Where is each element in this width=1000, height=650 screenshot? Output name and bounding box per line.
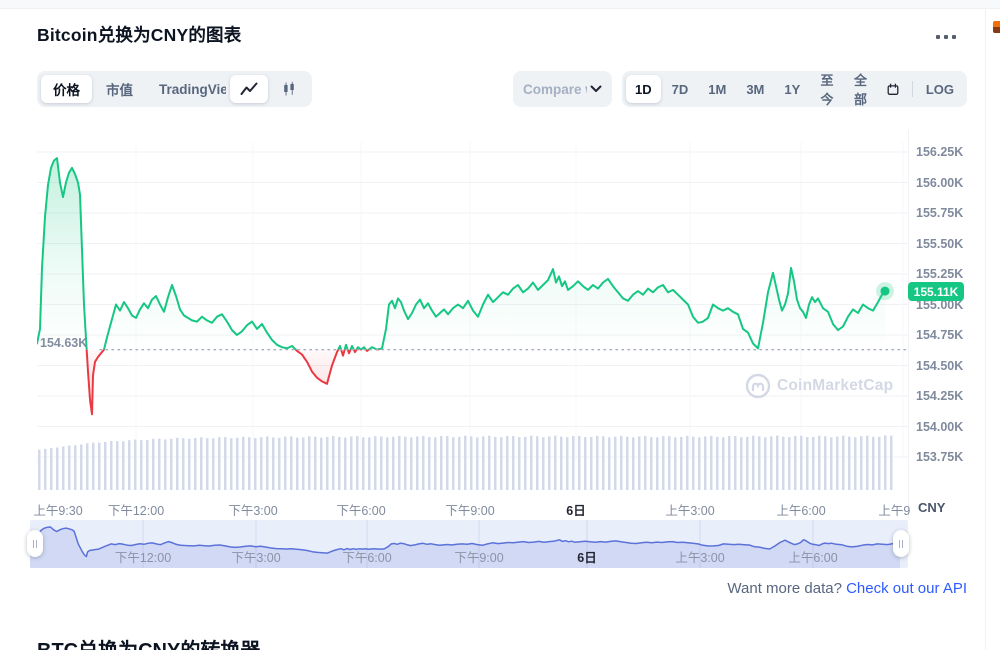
range-minimap[interactable]: 下午12:00 下午3:00 下午6:00 下午9:00 6日 上午3:00 上午6:00 — [27, 520, 909, 568]
toolbar-divider — [912, 81, 913, 97]
y-tick-label: 155.75K — [916, 206, 964, 220]
y-tick-label: 153.75K — [916, 450, 964, 464]
minimap-tick-label: 上午3:00 — [675, 551, 725, 565]
y-tick-label: 155.25K — [916, 267, 964, 281]
y-tick-label: 156.00K — [916, 175, 964, 190]
minimap-tick-label: 下午12:00 — [114, 551, 172, 565]
chevron-down-icon — [590, 85, 602, 92]
api-promo-text: Want more data? — [727, 580, 842, 597]
tab-TradingView[interactable]: TradingView — [147, 75, 250, 103]
content-right-divider — [985, 9, 986, 650]
coinmarketcap-watermark: CoinMarketCap — [745, 373, 893, 399]
chart-type-group — [226, 71, 312, 107]
minimap-tick-label: 下午3:00 — [231, 551, 281, 565]
y-tick-label: 155.50K — [916, 236, 964, 251]
range-7D[interactable]: 7D — [663, 75, 698, 103]
range-1Y[interactable]: 1Y — [775, 75, 809, 103]
plot-right-border — [908, 130, 909, 518]
currency-label: CNY — [918, 500, 946, 515]
minimap-right-handle[interactable] — [893, 530, 909, 557]
minimap-canvas — [30, 520, 901, 568]
chart-area: 156.25K 156.00K 155.75K 155.50K 155.25K 155.0… — [0, 120, 1000, 568]
y-tick-label: 156.25K — [916, 145, 964, 159]
range-1M[interactable]: 1M — [699, 75, 735, 103]
more-options-button[interactable] — [936, 28, 964, 46]
range-至今[interactable]: 至今 — [811, 73, 843, 107]
candlestick-icon — [284, 81, 294, 96]
baseline-price-label: 154.63K — [40, 336, 88, 350]
x-axis: 上午9:30 下午12:00 下午3:00 下午6:00 下午9:00 6日 上午3:00 上… — [0, 500, 910, 516]
time-range-group: 1D 7D 1M 3M 1Y 至今 全部 LOG — [622, 71, 967, 107]
watermark-text: CoinMarketCap — [777, 377, 894, 394]
minimap-tick-label: 下午9:00 — [454, 551, 504, 565]
api-promo: Want more data? Check out our API — [0, 580, 967, 597]
api-link[interactable]: Check out our API — [846, 580, 967, 597]
log-scale-button[interactable]: LOG — [917, 75, 963, 103]
x-tick-label: 上午3:00 — [665, 504, 715, 516]
tab-价格[interactable]: 价格 — [41, 75, 92, 103]
range-1D[interactable]: 1D — [626, 75, 661, 103]
line-chart-button[interactable] — [230, 75, 268, 103]
y-tick-label: 155.00K — [916, 297, 964, 312]
current-price-badge: 155.11K — [908, 282, 964, 301]
range-全部[interactable]: 全部 — [845, 73, 877, 107]
x-tick-label: 上午9:00 — [878, 504, 910, 516]
y-tick-label: 154.00K — [916, 419, 964, 434]
minimap-tick-label: 6日 — [577, 551, 597, 565]
clipped-edge-icon — [993, 21, 1000, 33]
candlestick-button[interactable] — [270, 75, 308, 103]
price-chart-canvas[interactable] — [37, 130, 908, 490]
x-tick-label: 上午6:00 — [776, 504, 826, 516]
x-tick-label: 上午9:30 — [33, 504, 83, 516]
page-title: Bitcoin兑换为CNY的图表 — [37, 25, 242, 45]
tab-市值[interactable]: 市值 — [94, 75, 145, 103]
minimap-tick-label: 上午6:00 — [788, 551, 838, 565]
x-tick-label: 下午9:00 — [445, 504, 495, 516]
calendar-icon — [887, 83, 899, 95]
compare-dropdown[interactable]: Compare w — [513, 71, 612, 107]
top-strip — [0, 0, 1000, 9]
y-tick-label: 154.25K — [916, 389, 964, 403]
coinmarketcap-logo-icon — [745, 373, 771, 399]
x-tick-label: 下午3:00 — [228, 504, 278, 516]
minimap-left-handle[interactable] — [27, 530, 43, 557]
y-tick-label: 154.50K — [916, 358, 964, 373]
line-chart-icon — [240, 82, 258, 95]
minimap-tick-label: 下午6:00 — [342, 551, 392, 565]
next-section-title: BTC兑换为CNY的转换器 — [37, 634, 260, 650]
x-tick-label: 下午6:00 — [336, 504, 386, 516]
y-tick-label: 154.75K — [916, 328, 964, 342]
compare-label: Compare w — [523, 81, 587, 97]
x-tick-label: 6日 — [566, 504, 586, 516]
chart-tab-group: 价格 市值 TradingView — [37, 71, 255, 107]
range-3M[interactable]: 3M — [737, 75, 773, 103]
x-tick-label: 下午12:00 — [107, 504, 165, 516]
calendar-button[interactable] — [878, 75, 908, 103]
